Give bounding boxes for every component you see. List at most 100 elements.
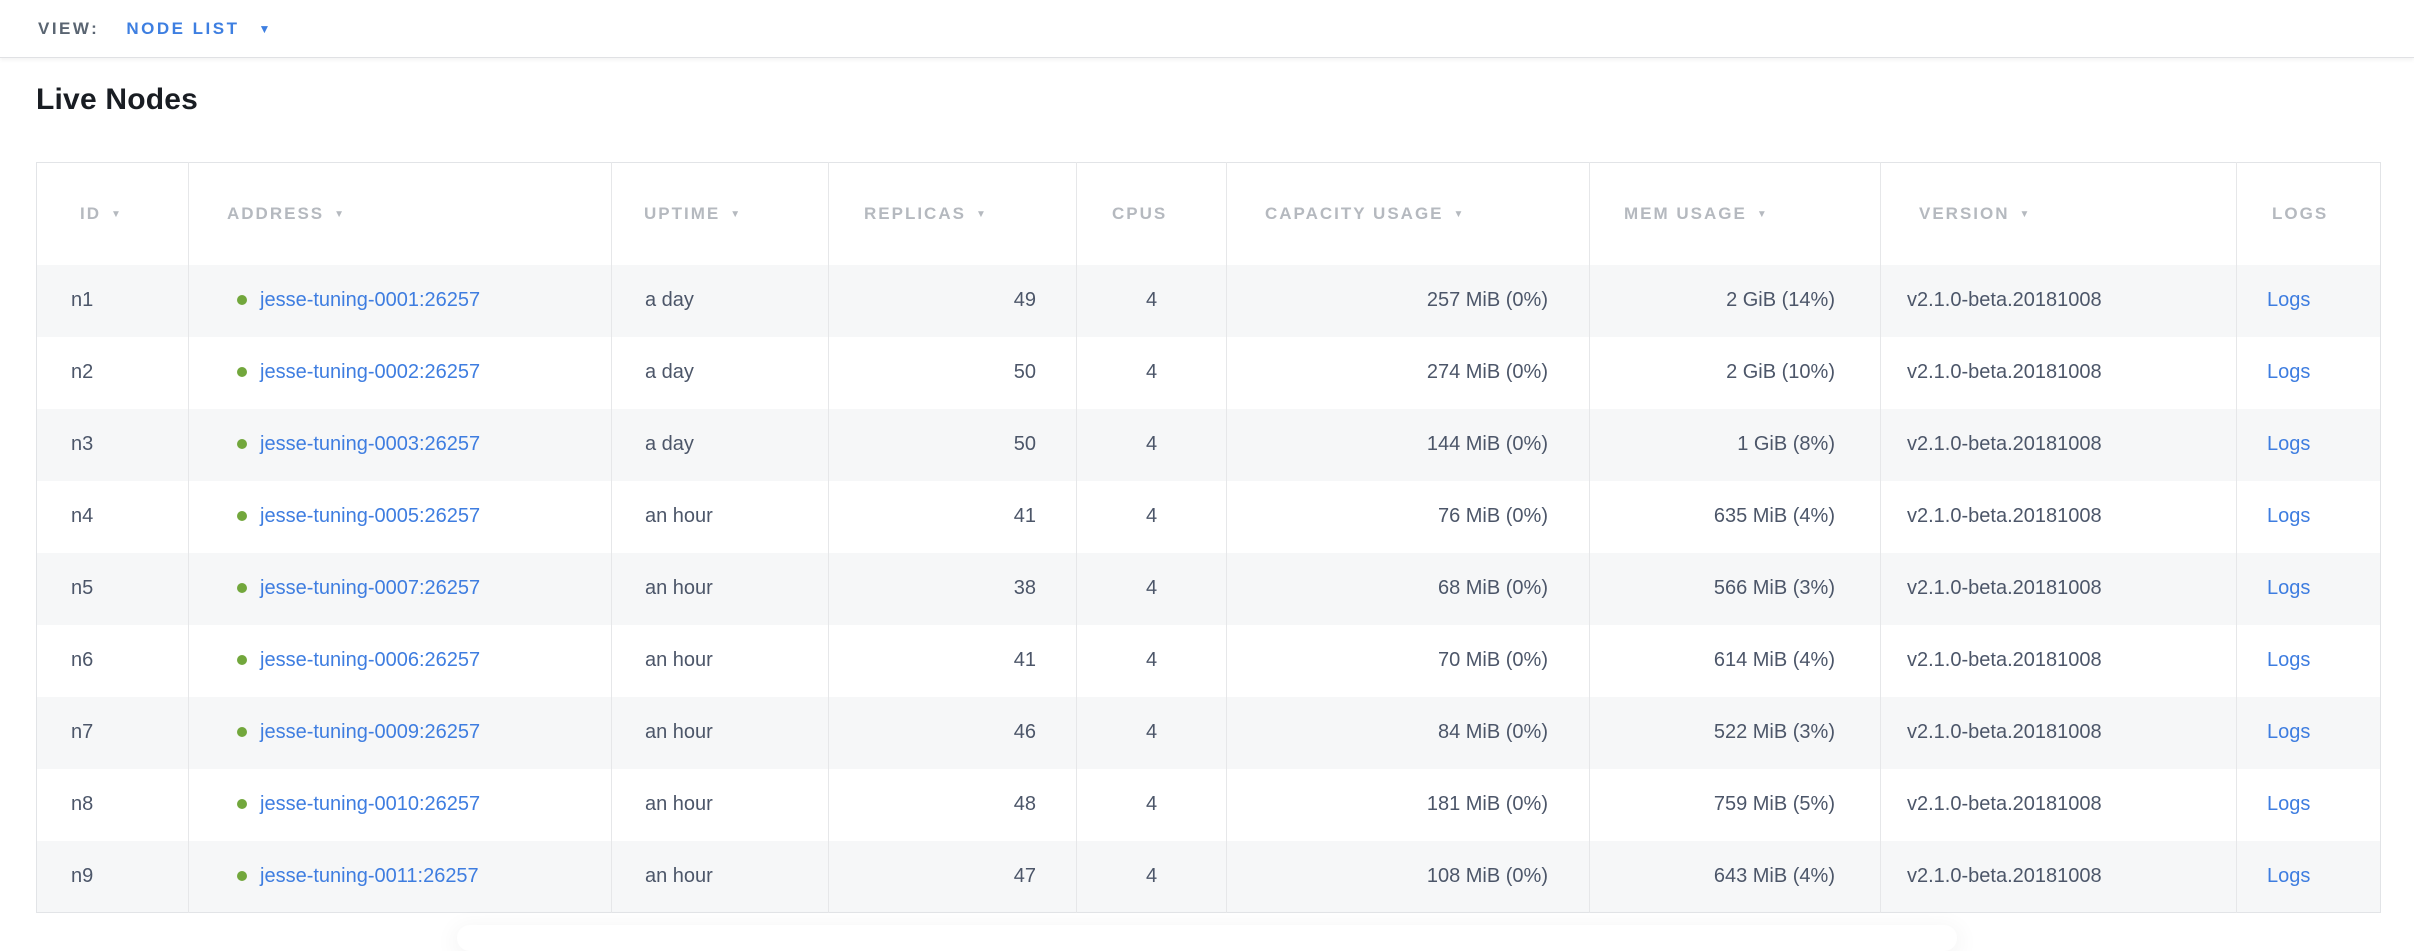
column-label: LOGS bbox=[2272, 203, 2329, 223]
logs-link[interactable]: Logs bbox=[2267, 433, 2311, 455]
node-status-up-icon bbox=[237, 583, 247, 593]
node-address-cell: jesse-tuning-0010:26257 bbox=[188, 768, 612, 841]
node-address-link[interactable]: jesse-tuning-0009:26257 bbox=[260, 721, 481, 743]
node-mem-usage: 2 GiB (14%) bbox=[1589, 264, 1881, 337]
column-header-replicas[interactable]: REPLICAS ▼ bbox=[828, 162, 1077, 265]
node-address-cell: jesse-tuning-0001:26257 bbox=[188, 264, 612, 337]
node-status-up-icon bbox=[237, 295, 247, 305]
logs-link[interactable]: Logs bbox=[2267, 649, 2311, 671]
node-logs-cell: Logs bbox=[2237, 769, 2381, 841]
sort-desc-icon: ▼ bbox=[730, 208, 741, 220]
node-logs-cell: Logs bbox=[2237, 697, 2381, 769]
node-capacity-usage: 70 MiB (0%) bbox=[1226, 624, 1590, 697]
node-logs-cell: Logs bbox=[2237, 625, 2381, 697]
column-header-capacity-usage[interactable]: CAPACITY USAGE ▼ bbox=[1226, 162, 1590, 265]
table-row: n7 jesse-tuning-0009:26257 an hour 46 4 … bbox=[36, 696, 2381, 769]
node-capacity-usage: 181 MiB (0%) bbox=[1226, 768, 1590, 841]
node-address-link[interactable]: jesse-tuning-0003:26257 bbox=[260, 433, 481, 455]
node-address-cell: jesse-tuning-0009:26257 bbox=[188, 696, 612, 769]
node-id: n1 bbox=[36, 264, 189, 337]
view-selector-dropdown[interactable]: NODE LIST ▼ bbox=[126, 19, 270, 39]
node-status-up-icon bbox=[237, 799, 247, 809]
column-label: VERSION bbox=[1919, 203, 2010, 223]
sort-desc-icon: ▼ bbox=[1756, 208, 1767, 220]
node-status-up-icon bbox=[237, 439, 247, 449]
logs-link[interactable]: Logs bbox=[2267, 721, 2311, 743]
node-version: v2.1.0-beta.20181008 bbox=[1880, 336, 2237, 409]
node-uptime: a day bbox=[611, 408, 829, 481]
node-address-link[interactable]: jesse-tuning-0007:26257 bbox=[260, 577, 481, 599]
node-address-link[interactable]: jesse-tuning-0001:26257 bbox=[260, 289, 481, 311]
node-address-cell: jesse-tuning-0007:26257 bbox=[188, 552, 612, 625]
node-id: n7 bbox=[36, 696, 189, 769]
node-replicas: 38 bbox=[828, 552, 1077, 625]
node-logs-cell: Logs bbox=[2237, 553, 2381, 625]
table-row: n2 jesse-tuning-0002:26257 a day 50 4 27… bbox=[36, 336, 2381, 409]
node-capacity-usage: 84 MiB (0%) bbox=[1226, 696, 1590, 769]
column-label: REPLICAS bbox=[864, 203, 966, 223]
node-replicas: 48 bbox=[828, 768, 1077, 841]
node-version: v2.1.0-beta.20181008 bbox=[1880, 264, 2237, 337]
node-address-link[interactable]: jesse-tuning-0011:26257 bbox=[260, 864, 479, 887]
node-mem-usage: 566 MiB (3%) bbox=[1589, 552, 1881, 625]
node-capacity-usage: 76 MiB (0%) bbox=[1226, 480, 1590, 553]
column-header-logs: LOGS bbox=[2236, 162, 2381, 265]
node-version: v2.1.0-beta.20181008 bbox=[1880, 408, 2237, 481]
node-address-link[interactable]: jesse-tuning-0002:26257 bbox=[260, 361, 481, 383]
node-uptime: an hour bbox=[611, 552, 829, 625]
view-selected-value: NODE LIST bbox=[126, 18, 240, 38]
table-header-row: ID ▼ ADDRESS ▼ UPTIME ▼ REPLICAS ▼ CPUS CAPA… bbox=[36, 162, 2381, 265]
node-replicas: 50 bbox=[828, 336, 1077, 409]
node-cpus: 4 bbox=[1076, 696, 1227, 769]
column-header-mem-usage[interactable]: MEM USAGE ▼ bbox=[1589, 162, 1881, 265]
table-row: n5 jesse-tuning-0007:26257 an hour 38 4 … bbox=[36, 552, 2381, 625]
node-mem-usage: 614 MiB (4%) bbox=[1589, 624, 1881, 697]
view-selector-bar: VIEW: NODE LIST ▼ bbox=[0, 0, 2414, 58]
node-version: v2.1.0-beta.20181008 bbox=[1880, 768, 2237, 841]
table-row: n4 jesse-tuning-0005:26257 an hour 41 4 … bbox=[36, 480, 2381, 553]
node-address-cell: jesse-tuning-0006:26257 bbox=[188, 624, 612, 697]
logs-link[interactable]: Logs bbox=[2267, 577, 2311, 599]
node-address-link[interactable]: jesse-tuning-0005:26257 bbox=[260, 505, 481, 527]
column-header-cpus: CPUS bbox=[1076, 162, 1227, 265]
sort-desc-icon: ▼ bbox=[1453, 208, 1464, 220]
node-logs-cell: Logs bbox=[2237, 337, 2381, 409]
node-address-cell: jesse-tuning-0003:26257 bbox=[188, 408, 612, 481]
sort-desc-icon: ▼ bbox=[975, 208, 986, 220]
node-id: n4 bbox=[36, 480, 189, 553]
node-version: v2.1.0-beta.20181008 bbox=[1880, 552, 2237, 625]
sort-desc-icon: ▼ bbox=[111, 208, 121, 220]
node-id: n5 bbox=[36, 552, 189, 625]
node-cpus: 4 bbox=[1076, 336, 1227, 409]
node-uptime: an hour bbox=[611, 480, 829, 553]
node-address-link[interactable]: jesse-tuning-0006:26257 bbox=[260, 649, 481, 671]
node-uptime: an hour bbox=[611, 624, 829, 697]
column-header-id[interactable]: ID ▼ bbox=[36, 162, 189, 265]
node-cpus: 4 bbox=[1076, 408, 1227, 481]
node-replicas: 50 bbox=[828, 408, 1077, 481]
column-header-uptime[interactable]: UPTIME ▼ bbox=[611, 162, 829, 265]
node-id: n8 bbox=[36, 768, 189, 841]
logs-link[interactable]: Logs bbox=[2267, 864, 2311, 887]
node-mem-usage: 635 MiB (4%) bbox=[1589, 480, 1881, 553]
node-id: n9 bbox=[36, 840, 189, 913]
sort-desc-icon: ▼ bbox=[2019, 208, 2030, 220]
dropdown-caret-icon: ▼ bbox=[258, 21, 271, 36]
node-replicas: 47 bbox=[828, 840, 1077, 913]
logs-link[interactable]: Logs bbox=[2267, 289, 2311, 311]
logs-link[interactable]: Logs bbox=[2267, 505, 2311, 527]
column-header-address[interactable]: ADDRESS ▼ bbox=[188, 162, 612, 265]
node-address-link[interactable]: jesse-tuning-0010:26257 bbox=[260, 793, 481, 815]
node-uptime: an hour bbox=[611, 768, 829, 841]
column-header-version[interactable]: VERSION ▼ bbox=[1880, 162, 2237, 265]
node-capacity-usage: 108 MiB (0%) bbox=[1226, 840, 1590, 913]
table-row: n9 jesse-tuning-0011:26257 an hour 47 4 … bbox=[36, 840, 2381, 913]
node-version: v2.1.0-beta.20181008 bbox=[1880, 696, 2237, 769]
node-uptime: a day bbox=[611, 264, 829, 337]
logs-link[interactable]: Logs bbox=[2267, 793, 2311, 815]
page-title: Live Nodes bbox=[36, 83, 199, 116]
logs-link[interactable]: Logs bbox=[2267, 361, 2311, 383]
node-cpus: 4 bbox=[1076, 624, 1227, 697]
panel-bottom-shadow bbox=[457, 925, 1957, 951]
node-id: n3 bbox=[36, 408, 189, 481]
